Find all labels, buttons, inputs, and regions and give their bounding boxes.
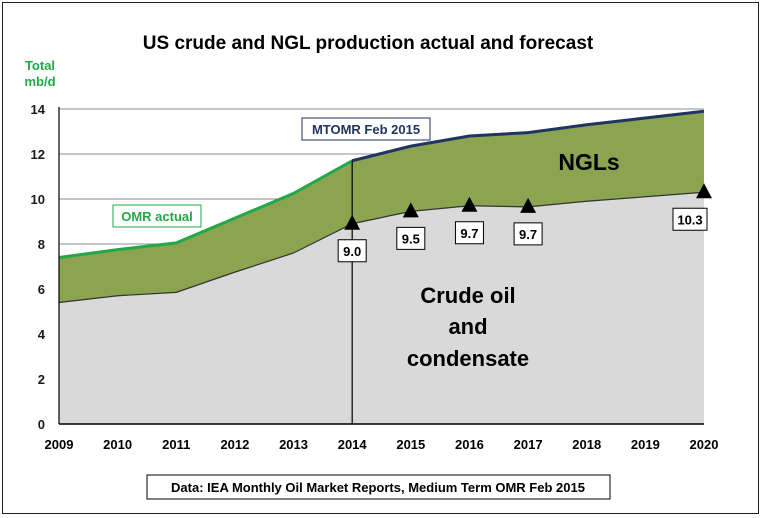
- marker-label-box-2016: [454, 221, 484, 245]
- axes: [58, 107, 704, 425]
- marker-2014: [344, 214, 361, 230]
- x-tick-2011: 2011: [162, 437, 190, 452]
- x-tick-2009: 2009: [45, 437, 74, 452]
- marker-label-box-2017: [513, 222, 543, 246]
- y-axis-label-line2: mb/d: [24, 74, 55, 89]
- x-tick-2017: 2017: [514, 437, 543, 452]
- omr-actual-annotation: OMR actual: [112, 204, 202, 228]
- marker-2017: [520, 197, 537, 213]
- y-axis-label-line1: Total: [25, 58, 55, 73]
- y-tick-14: 14: [31, 102, 46, 117]
- forecast-markers: 9.0 9.5 9.7 9.7 10.3: [337, 183, 712, 263]
- line-actual: [58, 159, 353, 259]
- marker-label-box-2020: [672, 207, 708, 231]
- x-tick-2020: 2020: [690, 437, 719, 452]
- marker-2020: [696, 183, 712, 199]
- y-tick-4: 4: [38, 327, 46, 342]
- y-tick-10: 10: [31, 192, 45, 207]
- marker-label-2015: 9.5: [402, 231, 420, 246]
- x-tick-2013: 2013: [279, 437, 308, 452]
- y-tick-0: 0: [38, 417, 45, 432]
- crude-label-line3: condensate: [407, 346, 529, 371]
- marker-label-2014: 9.0: [343, 244, 361, 259]
- y-tick-12: 12: [31, 147, 45, 162]
- x-tick-2015: 2015: [396, 437, 425, 452]
- y-tick-2: 2: [38, 372, 45, 387]
- x-tick-2014: 2014: [338, 437, 368, 452]
- x-tick-2019: 2019: [631, 437, 660, 452]
- x-tick-2018: 2018: [572, 437, 601, 452]
- x-tick-2010: 2010: [103, 437, 132, 452]
- area-ngls: [59, 111, 704, 303]
- marker-2015: [402, 202, 419, 218]
- marker-label-2017: 9.7: [519, 227, 537, 242]
- marker-label-2020: 10.3: [677, 212, 702, 227]
- marker-label-box-2014: [337, 239, 367, 263]
- x-tick-labels: 2009 2010 2011 2012 2013 2014 2015 2016 2017 2018…: [45, 437, 719, 452]
- crude-label-line2: and: [448, 314, 487, 339]
- y-tick-6: 6: [38, 282, 45, 297]
- source-label: Data: IEA Monthly Oil Market Reports, Me…: [171, 480, 585, 495]
- x-tick-2016: 2016: [455, 437, 484, 452]
- area-crude: [59, 192, 704, 424]
- ngls-label: NGLs: [558, 149, 619, 175]
- mtomr-annotation: MTOMR Feb 2015: [301, 117, 431, 141]
- x-tick-2012: 2012: [220, 437, 249, 452]
- omr-actual-label: OMR actual: [121, 209, 193, 224]
- source-note: Data: IEA Monthly Oil Market Reports, Me…: [146, 474, 611, 500]
- crude-label-line1: Crude oil: [420, 283, 515, 308]
- line-crude: [58, 191, 705, 304]
- marker-2016: [461, 196, 478, 212]
- series-lines: [58, 109, 705, 304]
- marker-label-box-2015: [396, 226, 426, 250]
- y-tick-labels: 0 2 4 6 8 10 12 14: [31, 102, 46, 432]
- chart-title: US crude and NGL production actual and f…: [143, 33, 594, 54]
- y-tick-8: 8: [38, 237, 45, 252]
- mtomr-label: MTOMR Feb 2015: [312, 122, 420, 137]
- line-forecast: [351, 109, 705, 163]
- marker-label-2016: 9.7: [460, 226, 478, 241]
- area-series: [59, 111, 704, 424]
